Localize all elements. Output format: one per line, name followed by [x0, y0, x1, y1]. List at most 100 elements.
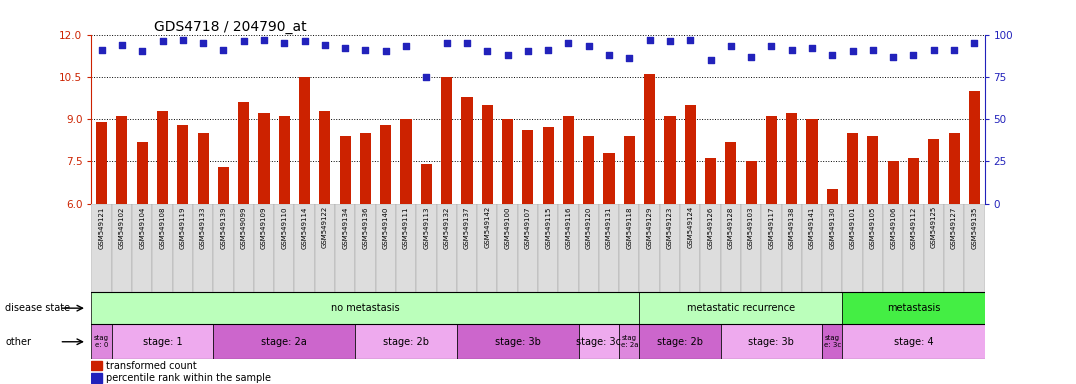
Text: GSM549121: GSM549121 [99, 206, 104, 248]
Point [255, 36, 272, 43]
Bar [91, 324, 112, 359]
Text: percentile rank within the sample: percentile rank within the sample [105, 373, 271, 383]
Bar [583, 136, 594, 204]
Bar [193, 204, 213, 292]
Bar [908, 159, 919, 204]
Bar [822, 324, 843, 359]
Bar [132, 204, 153, 292]
Point [864, 47, 881, 53]
Text: GSM549120: GSM549120 [585, 206, 592, 248]
Bar [157, 111, 168, 204]
Bar [664, 116, 676, 204]
Point [763, 43, 780, 50]
Bar [883, 204, 904, 292]
Bar [421, 164, 431, 204]
Text: GSM549106: GSM549106 [890, 206, 896, 249]
Text: GSM549114: GSM549114 [301, 206, 308, 248]
Text: stage: 4: stage: 4 [894, 337, 933, 347]
Text: GSM549128: GSM549128 [727, 206, 734, 248]
Text: no metastasis: no metastasis [331, 303, 400, 313]
Bar [645, 74, 655, 204]
Text: other: other [5, 337, 31, 347]
Bar [295, 204, 315, 292]
Bar [198, 133, 209, 204]
Text: GSM549133: GSM549133 [200, 206, 207, 249]
Bar [639, 204, 660, 292]
Bar [660, 204, 680, 292]
Bar [314, 204, 335, 292]
Text: GSM549102: GSM549102 [119, 206, 125, 248]
Text: GSM549139: GSM549139 [221, 206, 226, 249]
Bar [355, 204, 376, 292]
Point [662, 38, 679, 45]
Point [93, 47, 110, 53]
Bar [843, 324, 985, 359]
Bar [437, 204, 457, 292]
Bar [116, 116, 127, 204]
Point [783, 47, 801, 53]
Point [946, 47, 963, 53]
Bar [766, 116, 777, 204]
Bar [320, 111, 330, 204]
Text: GSM549117: GSM549117 [768, 206, 775, 249]
Point [884, 53, 902, 60]
Point [133, 48, 151, 55]
Bar [482, 105, 493, 204]
Text: GSM549130: GSM549130 [830, 206, 835, 249]
Bar [258, 113, 270, 204]
Bar [457, 324, 579, 359]
Point [174, 36, 192, 43]
Bar [904, 204, 923, 292]
Text: GSM549124: GSM549124 [688, 206, 693, 248]
Point [417, 74, 435, 80]
Bar [457, 204, 477, 292]
Bar [867, 136, 878, 204]
Text: GSM549126: GSM549126 [708, 206, 713, 248]
Bar [279, 116, 289, 204]
Text: GSM549109: GSM549109 [261, 206, 267, 249]
Text: stag
e: 2a: stag e: 2a [621, 335, 638, 348]
Text: GSM549107: GSM549107 [525, 206, 530, 249]
Point [520, 48, 537, 55]
Bar [502, 119, 513, 204]
Bar [441, 77, 452, 204]
Bar [863, 204, 883, 292]
Point [195, 40, 212, 46]
Point [702, 57, 719, 63]
Bar [153, 204, 172, 292]
Point [600, 52, 618, 58]
Text: GSM549132: GSM549132 [443, 206, 450, 248]
Text: GSM549115: GSM549115 [546, 206, 551, 248]
Bar [518, 204, 538, 292]
Bar [233, 204, 254, 292]
Bar [888, 161, 898, 204]
Point [215, 47, 232, 53]
Bar [542, 127, 554, 204]
Text: GSM549119: GSM549119 [180, 206, 186, 249]
Bar [721, 204, 741, 292]
Bar [274, 204, 295, 292]
Bar [705, 159, 717, 204]
Point [742, 53, 760, 60]
Text: GSM549110: GSM549110 [281, 206, 287, 249]
Bar [359, 133, 371, 204]
Text: GSM549136: GSM549136 [363, 206, 368, 249]
Point [378, 48, 395, 55]
Bar [802, 204, 822, 292]
Text: GSM549118: GSM549118 [626, 206, 633, 249]
Point [966, 40, 983, 46]
Text: stage: 2b: stage: 2b [383, 337, 429, 347]
Text: stag
e: 0: stag e: 0 [94, 335, 109, 348]
Bar [172, 204, 193, 292]
Bar [684, 105, 696, 204]
Bar [137, 142, 147, 204]
Text: stage: 3c: stage: 3c [577, 337, 622, 347]
Text: GSM549122: GSM549122 [322, 206, 328, 248]
Bar [96, 122, 108, 204]
Bar [497, 204, 518, 292]
Bar [91, 373, 102, 383]
Bar [91, 204, 112, 292]
Bar [721, 324, 822, 359]
Bar [462, 96, 472, 204]
Bar [563, 116, 574, 204]
